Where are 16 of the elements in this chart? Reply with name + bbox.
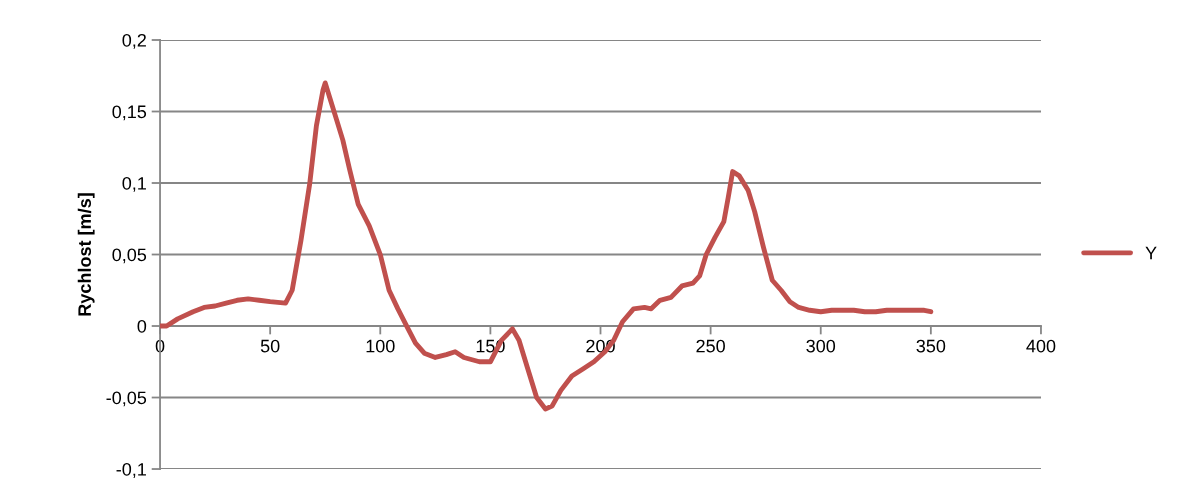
x-tick-label: 100 xyxy=(366,339,395,353)
x-tick-label: 400 xyxy=(1026,339,1056,353)
y-tick-label: 0 xyxy=(137,319,147,333)
y-axis-title: Rychlost [m/s] xyxy=(77,193,95,316)
y-tick-label: 0,15 xyxy=(112,105,147,121)
x-tick-label: 300 xyxy=(806,339,836,353)
y-tick-label: -0,1 xyxy=(116,462,146,478)
y-tick-label: -0,05 xyxy=(106,391,147,407)
x-tick-label: 250 xyxy=(696,339,725,353)
y-tick-label: 0,05 xyxy=(112,248,147,264)
legend-label: Y xyxy=(1145,246,1157,260)
y-tick-label: 0,1 xyxy=(122,176,146,192)
x-tick-label: 50 xyxy=(260,339,280,353)
x-tick-label: 350 xyxy=(916,339,946,353)
x-tick-label: 0 xyxy=(155,339,165,353)
y-tick-label: 0,2 xyxy=(122,33,146,49)
